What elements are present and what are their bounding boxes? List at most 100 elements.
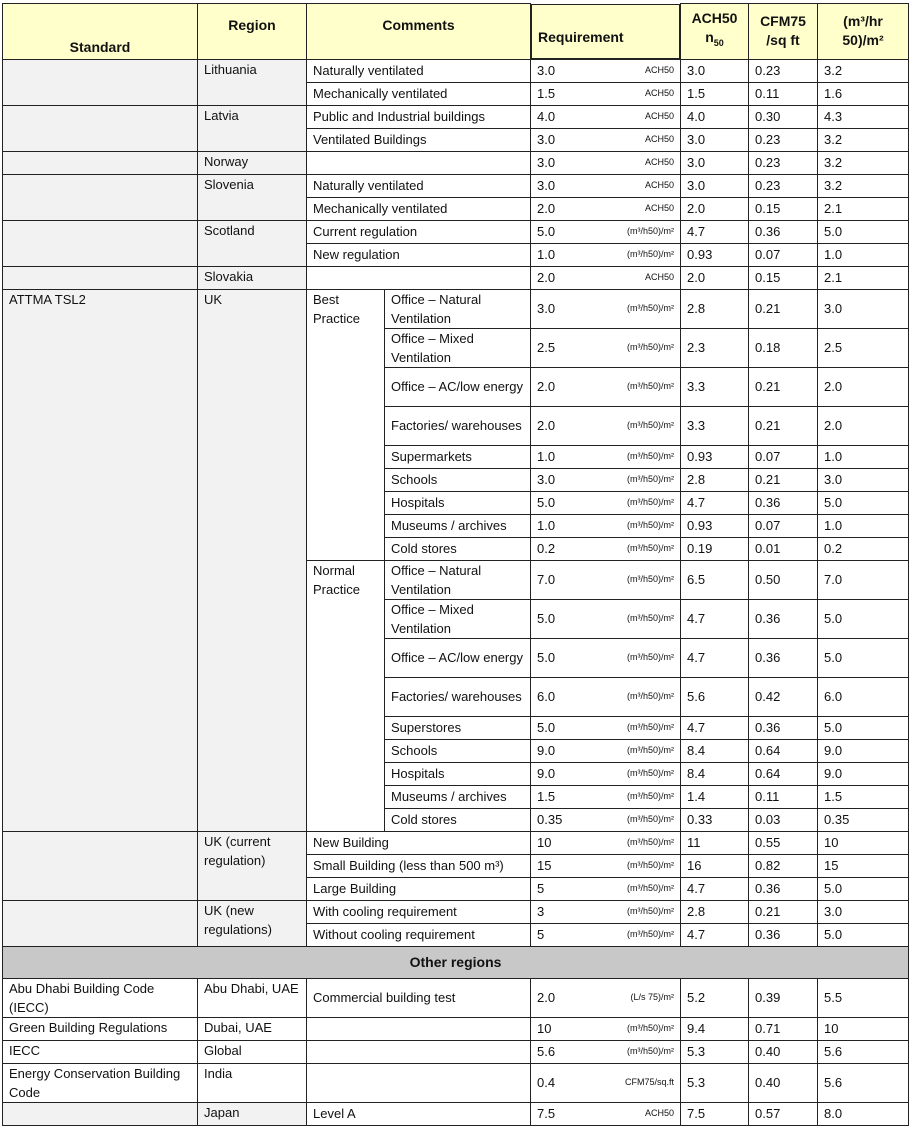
region-cell: UK (new regulations) (197, 899, 307, 947)
requirement-value: 3.0 (537, 178, 556, 193)
table-row: Large Building 5 (m³/h50)/m² 4.7 0.36 5.0 (3, 876, 910, 901)
ach50-cell: 2.8 (680, 467, 750, 492)
m3-cell: 3.2 (817, 173, 910, 198)
requirement-unit: ACH50 (645, 65, 675, 75)
requirement-value: 4.0 (537, 109, 556, 124)
requirement-value: 5.0 (537, 224, 556, 239)
cfm75-cell: 0.36 (748, 598, 819, 639)
requirement-cell: 3.0 ACH50 (530, 150, 682, 175)
requirement-value: 9.0 (537, 766, 556, 781)
table-row: Mechanically ventilated 1.5 ACH50 1.5 0.11 1.… (3, 81, 910, 106)
requirement-value: 1.0 (537, 449, 556, 464)
comment-cell (305, 1039, 532, 1064)
requirement-value: 15 (537, 858, 552, 873)
requirement-value: 1.0 (537, 247, 556, 262)
standard-cell (2, 830, 198, 901)
requirement-cell: 5.0 (m³/h50)/m² (530, 219, 682, 244)
ach50-cell: 2.8 (680, 288, 750, 329)
requirement-cell: 5.6 (m³/h50)/m² (530, 1039, 682, 1064)
cfm75-cell: 0.40 (748, 1039, 819, 1064)
m3-cell: 3.2 (817, 150, 910, 175)
cfm75-cell: 0.07 (748, 513, 819, 538)
table-row: Green Building Regulations Dubai, UAE 10 (m… (2, 1016, 910, 1041)
requirement-value: 5.0 (537, 720, 556, 735)
table-row: Norway 3.0 ACH50 3.0 0.23 3.2 (2, 150, 910, 175)
ach50-cell: 7.5 (680, 1101, 750, 1126)
m3-cell: 5.6 (817, 1062, 910, 1103)
m3-cell: 5.0 (817, 490, 910, 515)
ach50-cell: 9.4 (680, 1016, 750, 1041)
m3-cell: 3.0 (817, 288, 910, 329)
ach50-cell: 4.7 (680, 598, 750, 639)
cfm75-cell: 0.36 (748, 876, 819, 901)
standard-cell: Energy Conservation Building Code (2, 1062, 198, 1103)
cfm75-cell: 0.82 (748, 853, 819, 878)
region-cell: UK (197, 288, 307, 832)
requirement-unit: (m³/h50)/m² (627, 652, 675, 662)
requirement-cell: 7.0 (m³/h50)/m² (530, 559, 682, 600)
region-cell: Dubai, UAE (197, 1016, 307, 1041)
comment-cell: Office – Natural Ventilation (383, 559, 532, 600)
cfm75-cell: 0.21 (748, 899, 819, 924)
ach50-cell: 5.3 (680, 1039, 750, 1064)
ach50-cell: 0.93 (680, 513, 750, 538)
table-row: IECC Global 5.6 (m³/h50)/m² 5.3 0.40 5.6 (2, 1039, 910, 1064)
comment-cell: Museums / archives (383, 784, 532, 809)
comment-cell: New regulation (305, 242, 532, 267)
requirement-unit: (m³/h50)/m² (627, 303, 675, 313)
m3-cell: 5.0 (817, 219, 910, 244)
m3-cell: 1.6 (817, 81, 910, 106)
m3-cell: 5.0 (817, 876, 910, 901)
requirement-cell: 0.4 CFM75/sq.ft (530, 1062, 682, 1103)
requirement-cell: 3.0 ACH50 (530, 127, 682, 152)
requirement-unit: (m³/h50)/m² (627, 860, 675, 870)
requirement-value: 2.0 (537, 418, 556, 433)
table-row: Office – AC/low energy 2.0 (m³/h50)/m² 3.3 0… (3, 366, 910, 407)
requirement-unit: (m³/h50)/m² (627, 342, 675, 352)
requirement-cell: 0.2 (m³/h50)/m² (530, 536, 682, 561)
region-cell: UK (current regulation) (197, 830, 307, 901)
m3-cell: 5.6 (817, 1039, 910, 1064)
m3-cell: 7.0 (817, 559, 910, 600)
requirement-value: 5 (537, 927, 545, 942)
cfm75-cell: 0.36 (748, 715, 819, 740)
standard-cell (2, 265, 198, 290)
requirement-unit: (m³/h50)/m² (627, 906, 675, 916)
m3-cell: 2.5 (817, 327, 910, 368)
requirement-cell: 2.0 (m³/h50)/m² (530, 366, 682, 407)
comment-cell: Cold stores (383, 536, 532, 561)
table-row: UK (current regulation) New Building 10 (m³… (2, 830, 910, 901)
table-row: Ventilated Buildings 3.0 ACH50 3.0 0.23 3.2 (3, 127, 910, 152)
m3-cell: 5.0 (817, 922, 910, 947)
m3-cell: 2.0 (817, 366, 910, 407)
cfm75-cell: 0.21 (748, 467, 819, 492)
m3-cell: 4.3 (817, 104, 910, 129)
requirement-cell: 4.0 ACH50 (530, 104, 682, 129)
header-comments: Comments (305, 3, 532, 60)
requirement-value: 0.4 (537, 1075, 556, 1090)
ach50-cell: 6.5 (680, 559, 750, 600)
comment-cell: Office – Mixed Ventilation (383, 327, 532, 368)
section-heading-other-regions: Other regions (1, 945, 910, 979)
ach50-cell: 0.93 (680, 444, 750, 469)
region-cell: Global (197, 1039, 307, 1064)
table-row: Slovakia 2.0 ACH50 2.0 0.15 2.1 (2, 265, 910, 290)
region-cell: Japan (197, 1101, 307, 1126)
standard-cell (2, 104, 198, 152)
requirement-unit: (m³/h50)/m² (627, 814, 675, 824)
table-row: Cold stores 0.2 (m³/h50)/m² 0.19 0.01 0.2 (3, 536, 910, 561)
region-cell: Slovakia (197, 265, 307, 290)
cfm75-cell: 0.40 (748, 1062, 819, 1103)
comment-cell: Office – Natural Ventilation (383, 288, 532, 329)
requirement-unit: (m³/h50)/m² (627, 249, 675, 259)
cfm75-cell: 0.39 (748, 977, 819, 1018)
requirement-value: 1.5 (537, 86, 556, 101)
ach50-cell: 3.0 (680, 127, 750, 152)
table-row: Energy Conservation Building Code India 0.… (2, 1062, 910, 1103)
requirement-cell: 1.0 (m³/h50)/m² (530, 242, 682, 267)
ach50-cell: 5.6 (680, 676, 750, 717)
requirement-unit: (m³/h50)/m² (627, 837, 675, 847)
ach50-cell: 4.0 (680, 104, 750, 129)
cfm75-cell: 0.57 (748, 1101, 819, 1126)
requirement-value: 3.0 (537, 155, 556, 170)
